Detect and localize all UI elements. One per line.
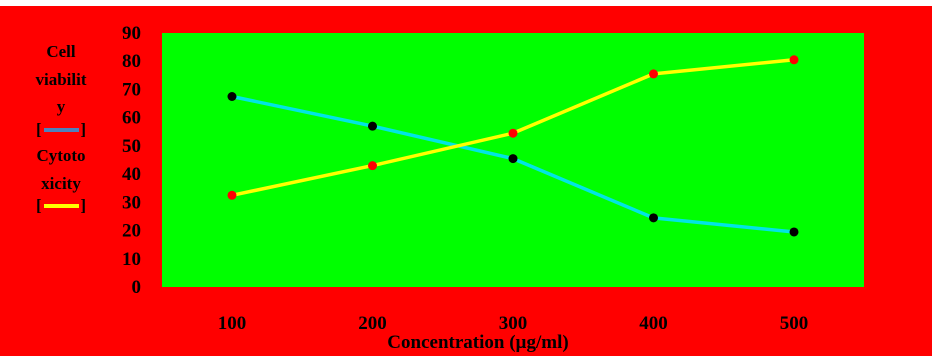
data-point-cytotoxicity (649, 69, 658, 79)
y-axis-ticks: 0 10 20 30 40 50 60 70 80 90 (122, 23, 141, 298)
y-axis-label-line: xicity (41, 174, 81, 193)
series-layer (227, 55, 799, 237)
x-tick-label: 300 (499, 313, 528, 334)
data-point-cell-viability (789, 227, 799, 237)
y-tick-label: 20 (122, 221, 141, 242)
x-axis-label: Concentration (µg/ml) (387, 332, 568, 353)
data-point-cytotoxicity (789, 55, 799, 65)
y-tick-label: 80 (122, 51, 141, 72)
top-border (0, 0, 932, 6)
y-axis-label-line: ] (80, 120, 86, 139)
y-tick-label: 10 (122, 249, 141, 270)
y-tick-label: 90 (122, 23, 141, 44)
y-tick-label: 0 (132, 277, 142, 298)
y-axis-label-line: Cytoto (36, 146, 85, 165)
y-axis-label-line: [ (36, 196, 42, 215)
y-axis-label-line: y (57, 97, 66, 116)
data-point-cell-viability (508, 154, 518, 164)
y-tick-label: 30 (122, 192, 141, 213)
x-axis-ticks: 100 200 300 400 500 (218, 313, 809, 334)
y-axis-label-line: viabilit (35, 70, 86, 89)
data-point-cell-viability (227, 92, 237, 101)
y-tick-label: 40 (122, 164, 141, 185)
y-tick-label: 70 (122, 79, 141, 100)
x-tick-label: 500 (780, 313, 809, 334)
x-tick-label: 200 (358, 313, 387, 334)
y-axis-label-line: [ (36, 120, 42, 139)
data-point-cell-viability (368, 121, 377, 131)
data-point-cytotoxicity (368, 161, 377, 171)
data-point-cell-viability (649, 213, 658, 223)
y-axis-label-line: ] (80, 196, 86, 215)
y-axis-label-line: Cell (46, 42, 76, 61)
x-tick-label: 400 (639, 313, 668, 334)
y-axis-label: Cell viabilit y [] Cytoto xicity [] (35, 42, 86, 215)
data-point-cytotoxicity (508, 128, 518, 138)
data-point-cytotoxicity (227, 190, 237, 200)
x-tick-label: 100 (218, 313, 247, 334)
y-tick-label: 50 (122, 136, 141, 157)
y-tick-label: 60 (122, 108, 141, 129)
